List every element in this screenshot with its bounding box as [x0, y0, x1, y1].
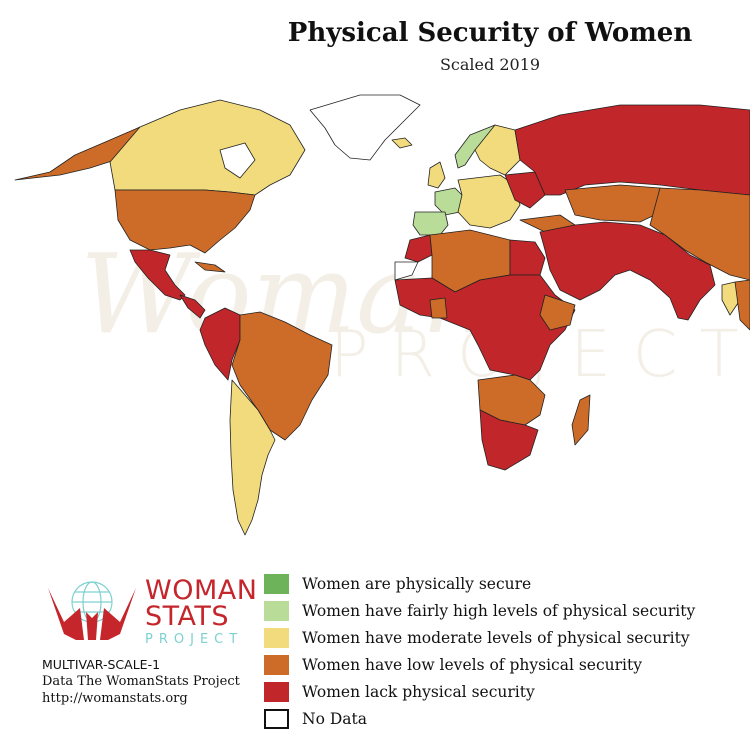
legend-swatch [264, 627, 289, 648]
region-middle-east [539, 221, 716, 321]
legend-label: No Data [302, 709, 367, 728]
logo-stats: STATS [145, 601, 230, 632]
region-ghana [429, 297, 448, 319]
region-iceland [391, 137, 413, 149]
region-colombia-peru [199, 307, 241, 381]
legend-label: Women lack physical security [302, 682, 535, 701]
world-map [14, 94, 750, 536]
region-canada [109, 99, 306, 196]
region-thailand [721, 281, 741, 316]
data-source: Data The WomanStats Project [42, 674, 240, 689]
legend-item-fairly-high: Women have fairly high levels of physica… [264, 597, 695, 624]
legend-label: Women are physically secure [302, 574, 532, 593]
map-subtitle: Scaled 2019 [439, 55, 541, 74]
region-ethiopia [539, 294, 576, 331]
legend-item-lack: Women lack physical security [264, 678, 695, 705]
legend-label: Women have low levels of physical securi… [302, 655, 642, 674]
region-brazil [231, 311, 333, 441]
dataset-code: MULTIVAR-SCALE-1 [42, 657, 161, 672]
region-iberia [412, 211, 449, 236]
globe-hands-icon [48, 581, 136, 640]
legend-swatch [264, 654, 289, 675]
region-china [649, 187, 750, 281]
region-south-africa [479, 409, 539, 471]
region-morocco [404, 234, 433, 263]
legend-swatch [264, 681, 289, 702]
logo-woman: WOMAN [145, 575, 258, 606]
region-kazakhstan [564, 184, 666, 223]
source-url[interactable]: http://womanstats.org [42, 691, 188, 706]
region-central-america [179, 294, 206, 319]
region-argentina-chile [229, 379, 276, 536]
region-se-asia [734, 279, 750, 331]
legend-swatch [264, 708, 289, 729]
region-egypt [509, 239, 546, 276]
region-cuba [194, 261, 226, 273]
credits: MULTIVAR-SCALE-1 Data The WomanStats Pro… [42, 656, 240, 707]
region-ukraine [504, 171, 546, 209]
legend-swatch [264, 573, 289, 594]
legend-label: Women have fairly high levels of physica… [302, 601, 696, 620]
legend-swatch [264, 600, 289, 621]
region-mexico [129, 249, 186, 301]
region-usa [114, 189, 256, 254]
logo-project: PROJECT [145, 632, 244, 647]
legend-item-secure: Women are physically secure [264, 570, 695, 597]
legend: Women are physically secure Women have f… [264, 570, 695, 732]
legend-item-moderate: Women have moderate levels of physical s… [264, 624, 695, 651]
womanstats-logo: WOMAN STATS PROJECT [40, 577, 257, 648]
region-uk [427, 161, 446, 189]
map-title: Physical Security of Women [287, 18, 693, 48]
region-russia [514, 104, 750, 196]
region-madagascar [571, 394, 591, 446]
legend-item-no-data: No Data [264, 705, 695, 732]
legend-item-low: Women have low levels of physical securi… [264, 651, 695, 678]
legend-label: Women have moderate levels of physical s… [302, 628, 690, 647]
hudson-bay [219, 142, 256, 179]
region-western-sahara [394, 261, 419, 281]
region-greenland [309, 94, 421, 161]
region-sweden-finland [474, 124, 521, 176]
